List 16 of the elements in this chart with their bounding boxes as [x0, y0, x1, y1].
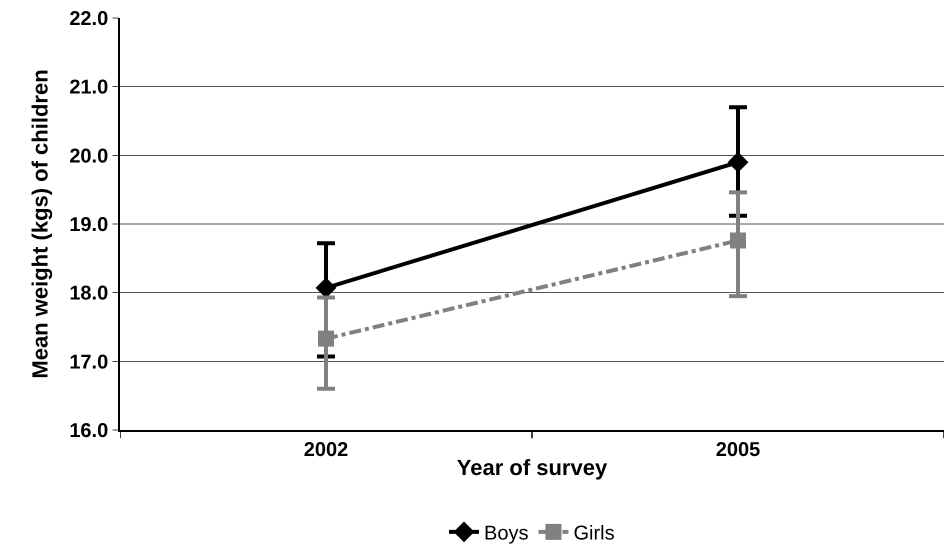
y-tick-label: 21.0 [69, 76, 108, 99]
y-tick-label: 16.0 [69, 420, 108, 442]
y-tick-label: 22.0 [69, 8, 108, 30]
legend-label: Girls [573, 522, 615, 545]
x-tick-label: 2005 [716, 438, 760, 461]
legend-label: Boys [484, 522, 528, 545]
point [728, 152, 748, 173]
point [318, 330, 334, 347]
y-tick-label: 19.0 [69, 214, 108, 236]
y-tick-label: 20.0 [69, 145, 108, 168]
point [730, 232, 746, 248]
y-axis-title: Mean weight (kgs) of children [28, 69, 53, 379]
x-tick-label: 2002 [304, 438, 348, 461]
x-axis-title: Year of survey [456, 455, 608, 480]
y-tick-label: 17.0 [69, 351, 108, 374]
y-tick-label: 18.0 [69, 282, 108, 305]
